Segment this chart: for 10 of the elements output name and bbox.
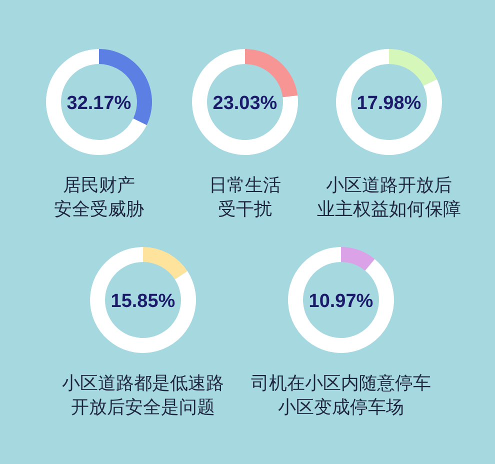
annotation: 17.98% <box>356 93 422 114</box>
title: 小区道路都是低速路开放后安全是问题 <box>62 373 224 418</box>
annotation: 15.85% <box>110 291 176 312</box>
annotation: 10.97% <box>308 291 374 312</box>
title: 司机在小区内随意停车小区变成停车场 <box>251 373 431 418</box>
annotation: 32.17% <box>66 93 132 114</box>
title: 日常生活受干扰 <box>209 175 281 220</box>
title: 小区道路开放后业主权益如何保障 <box>317 175 461 220</box>
annotation: 23.03% <box>212 93 278 114</box>
title: 居民财产安全受威胁 <box>54 175 144 220</box>
